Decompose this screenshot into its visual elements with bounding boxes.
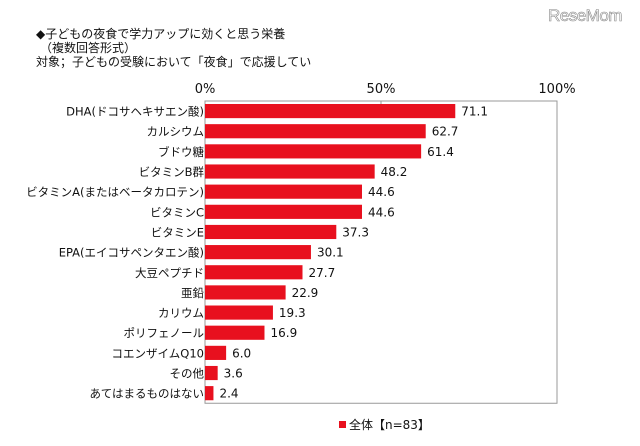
legend-swatch: [339, 421, 346, 428]
chart-subtitle: （複数回答形式）: [40, 41, 137, 55]
bar: [205, 265, 303, 280]
data-label: 16.9: [270, 326, 297, 340]
data-label: 71.1: [461, 105, 488, 119]
bar: [205, 325, 265, 340]
category-label: ポリフェノール: [124, 326, 205, 340]
category-label: ビタミンA(またはベータカロテン): [26, 185, 204, 199]
category-label: コエンザイムQ10: [112, 346, 204, 360]
bar: [205, 245, 311, 260]
data-label: 27.7: [309, 266, 336, 280]
data-label: 30.1: [317, 246, 344, 260]
data-label: 6.0: [232, 346, 251, 360]
data-label: 48.2: [381, 165, 408, 179]
data-label: 37.3: [342, 225, 369, 239]
bar: [205, 164, 375, 179]
bar: [205, 104, 456, 119]
data-label: 61.4: [427, 145, 454, 159]
category-label: ブドウ糖: [158, 145, 204, 159]
data-label: 44.6: [368, 185, 395, 199]
data-label: 19.3: [279, 306, 306, 320]
data-label: 62.7: [432, 125, 459, 139]
data-label: 2.4: [219, 387, 238, 401]
category-label: あてはまるものはない: [89, 387, 204, 401]
chart-target-note: 対象；子どもの受験において「夜食」で応援してい: [36, 55, 312, 69]
bar: [205, 184, 362, 199]
resemom-logo: ReseMom: [548, 6, 623, 26]
chart-title: ◆子どもの夜食で学力アップに効くと思う栄養: [36, 27, 286, 41]
bar: [205, 285, 286, 300]
category-label: カルシウム: [147, 125, 205, 139]
category-label: ビタミンB群: [139, 165, 205, 179]
data-label: 22.9: [292, 286, 319, 300]
category-label: ビタミンE: [151, 225, 204, 239]
bar: [205, 224, 337, 240]
legend-label: 全体【n=83】: [349, 417, 430, 432]
bar: [205, 365, 218, 381]
bar: [205, 204, 362, 219]
category-label: DHA(ドコサヘキサエン酸): [66, 105, 204, 119]
data-label: 3.6: [224, 367, 243, 381]
bar: [205, 345, 227, 360]
x-tick-label: 100%: [538, 82, 575, 97]
bar: [205, 124, 426, 139]
bar: [205, 144, 422, 159]
category-label: 大豆ペプチド: [135, 266, 204, 280]
data-label: 44.6: [368, 205, 395, 219]
bar: [205, 386, 214, 401]
category-label: カリウム: [158, 306, 204, 320]
category-label: ビタミンC: [150, 205, 204, 219]
category-label: その他: [170, 367, 205, 381]
category-label: EPA(エイコサペンタエン酸): [59, 246, 204, 260]
bar: [205, 305, 273, 320]
x-tick-label: 50%: [367, 82, 396, 97]
category-label: 亜鉛: [181, 286, 204, 300]
x-tick-label: 0%: [195, 82, 216, 97]
